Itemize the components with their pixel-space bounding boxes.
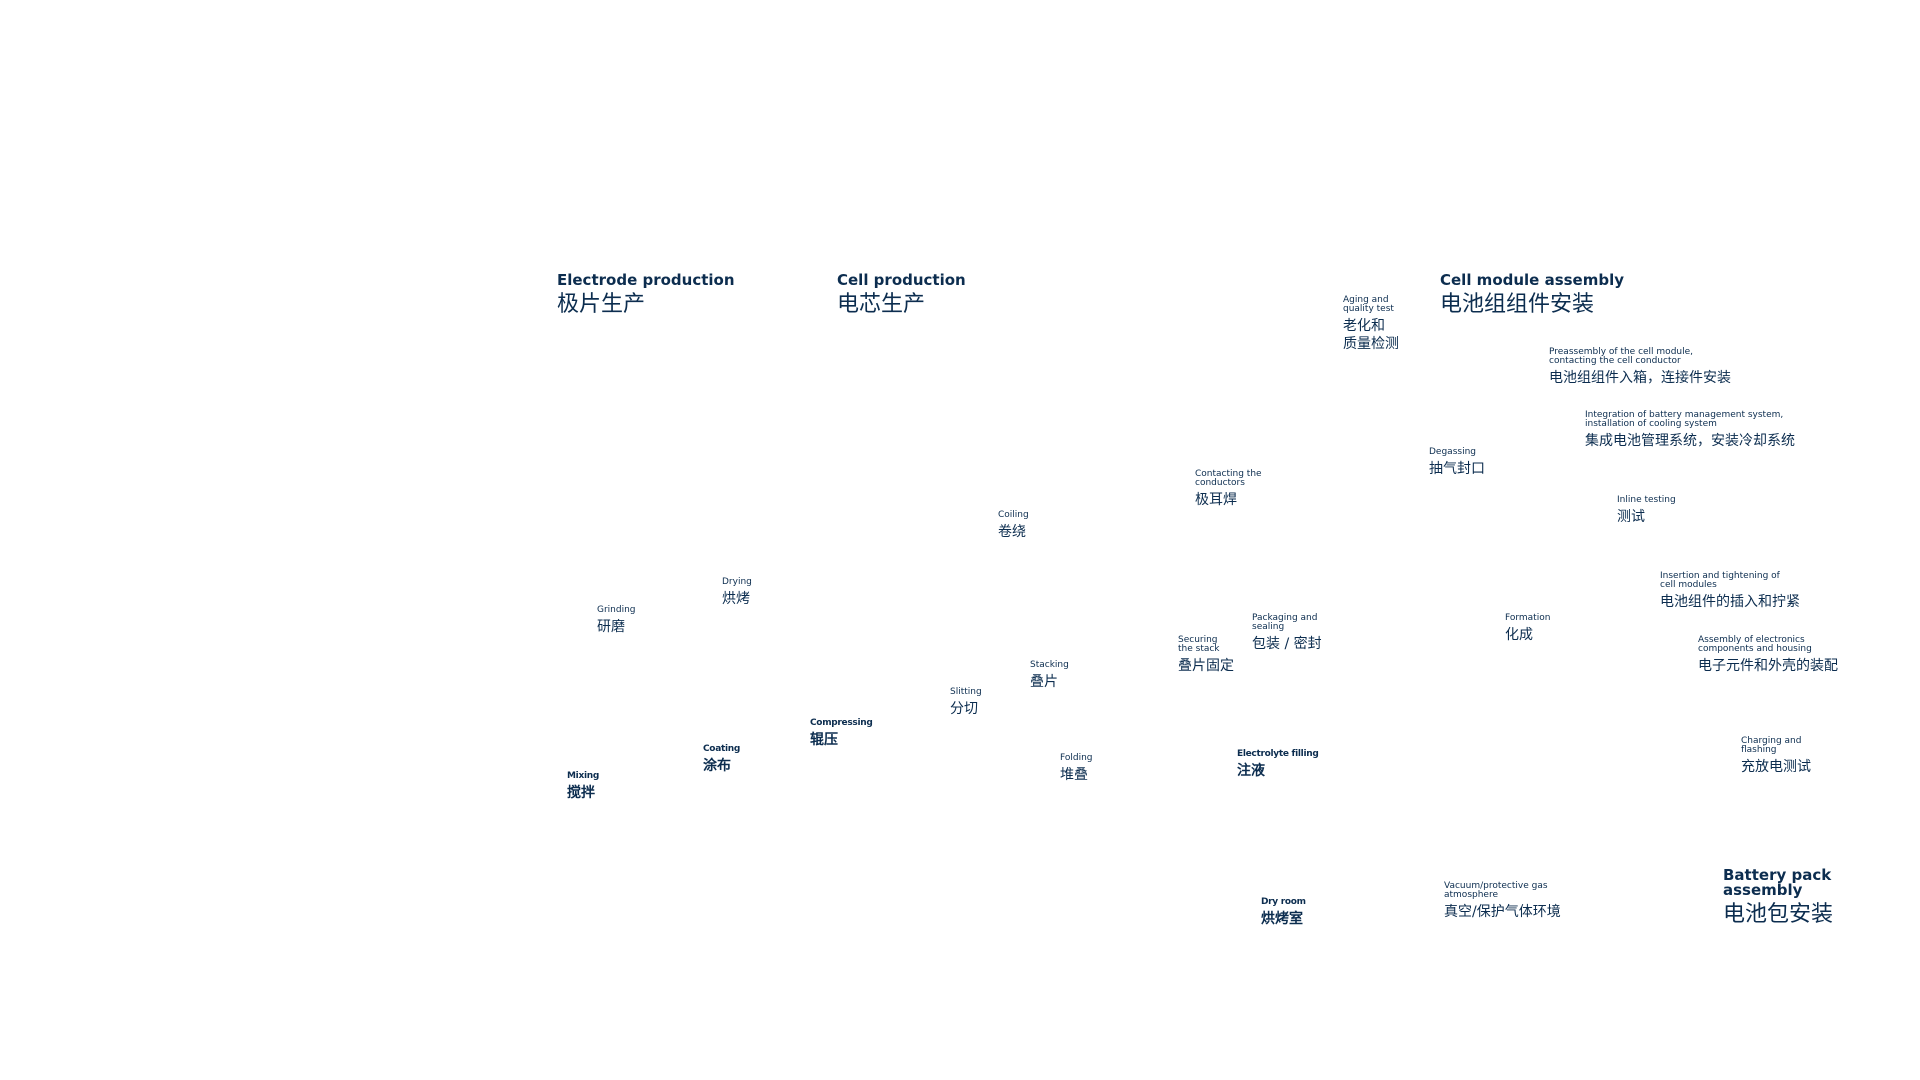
chinese-label: 真空/保护气体环境	[1444, 904, 1561, 920]
english-label: Cell production	[837, 271, 966, 289]
english-label: Packaging and sealing	[1252, 613, 1318, 632]
english-label: Folding	[1060, 753, 1093, 763]
english-label: Electrolyte filling	[1237, 749, 1319, 759]
english-label: Charging and flashing	[1741, 736, 1802, 755]
section-heading: Battery pack assembly 电池包安装	[1723, 868, 1833, 930]
chinese-label: 化成	[1505, 627, 1533, 643]
section-heading: Electrode production 极片生产	[557, 273, 735, 320]
process-step: Grinding 研磨	[597, 606, 636, 636]
english-label: Aging and quality test	[1343, 295, 1394, 314]
chinese-label: 老化和 质量检测	[1343, 318, 1399, 353]
chinese-label: 注液	[1237, 763, 1265, 779]
process-step: Coating 涂布	[703, 745, 740, 775]
chinese-label: 卷绕	[998, 524, 1026, 540]
chinese-label: 烘烤室	[1261, 911, 1303, 927]
process-step: Formation 化成	[1505, 614, 1550, 644]
chinese-label: 抽气封口	[1429, 461, 1485, 477]
english-label: Degassing	[1429, 447, 1476, 457]
section-heading: Cell module assembly 电池组组件安装	[1440, 273, 1624, 320]
english-label: Insertion and tightening of cell modules	[1660, 571, 1780, 590]
english-label: Contacting the conductors	[1195, 469, 1262, 488]
chinese-label: 极片生产	[557, 292, 646, 317]
process-step: Mixing 搅拌	[567, 772, 599, 802]
chinese-label: 包装 / 密封	[1252, 636, 1322, 652]
chinese-label: 电池组组件安装	[1440, 292, 1595, 317]
process-step: Compressing 辊压	[810, 719, 873, 749]
process-step: Folding 堆叠	[1060, 754, 1093, 784]
process-step: Aging and quality test 老化和 质量检测	[1343, 296, 1399, 353]
process-step: Insertion and tightening of cell modules…	[1660, 572, 1800, 611]
english-label: Coating	[703, 744, 740, 754]
process-step: Stacking 叠片	[1030, 661, 1069, 691]
process-step: Inline testing 测试	[1617, 496, 1676, 526]
chinese-label: 叠片	[1030, 674, 1058, 690]
chinese-label: 电池组组件入箱，连接件安装	[1549, 370, 1731, 386]
english-label: Formation	[1505, 613, 1551, 623]
process-step: Coiling 卷绕	[998, 511, 1029, 541]
english-label: Electrode production	[557, 271, 735, 289]
chinese-label: 搅拌	[567, 785, 595, 801]
process-step: Drying 烘烤	[722, 578, 752, 608]
english-label: Cell module assembly	[1440, 271, 1625, 289]
chinese-label: 电芯生产	[837, 292, 926, 317]
process-step: Contacting the conductors 极耳焊	[1195, 470, 1262, 509]
process-step: Electrolyte filling 注液	[1237, 750, 1319, 780]
chinese-label: 分切	[950, 701, 978, 717]
process-step: Packaging and sealing 包装 / 密封	[1252, 614, 1322, 653]
chinese-label: 烘烤	[722, 591, 750, 607]
english-label: Stacking	[1030, 660, 1069, 670]
english-label: Securing the stack	[1178, 635, 1220, 654]
english-label: Mixing	[567, 771, 599, 781]
english-label: Assembly of electronics components and h…	[1698, 635, 1812, 654]
process-step: Degassing 抽气封口	[1429, 448, 1485, 478]
english-label: Vacuum/protective gas atmosphere	[1444, 881, 1548, 900]
english-label: Slitting	[950, 687, 982, 697]
english-label: Inline testing	[1617, 495, 1676, 505]
chinese-label: 极耳焊	[1195, 492, 1237, 508]
chinese-label: 叠片固定	[1178, 658, 1234, 674]
english-label: Preassembly of the cell module, contacti…	[1549, 347, 1694, 366]
chinese-label: 电池组件的插入和拧紧	[1660, 594, 1800, 610]
english-label: Drying	[722, 577, 752, 587]
chinese-label: 堆叠	[1060, 767, 1088, 783]
process-step: Charging and flashing 充放电测试	[1741, 737, 1811, 776]
chinese-label: 研磨	[597, 619, 625, 635]
process-step: Slitting 分切	[950, 688, 982, 718]
section-heading: Cell production 电芯生产	[837, 273, 966, 320]
process-step: Securing the stack 叠片固定	[1178, 636, 1234, 675]
english-label: Grinding	[597, 605, 636, 615]
english-label: Integration of battery management system…	[1585, 410, 1784, 429]
process-step: Assembly of electronics components and h…	[1698, 636, 1838, 675]
process-step: Integration of battery management system…	[1585, 411, 1795, 450]
process-step: Preassembly of the cell module, contacti…	[1549, 348, 1731, 387]
process-step: Dry room 烘烤室	[1261, 898, 1306, 928]
process-step: Vacuum/protective gas atmosphere 真空/保护气体环…	[1444, 882, 1561, 921]
chinese-label: 电池包安装	[1723, 902, 1834, 927]
chinese-label: 集成电池管理系统，安装冷却系统	[1585, 433, 1795, 449]
chinese-label: 电子元件和外壳的装配	[1698, 658, 1838, 674]
english-label: Dry room	[1261, 897, 1306, 907]
chinese-label: 涂布	[703, 758, 731, 774]
chinese-label: 测试	[1617, 509, 1645, 525]
english-label: Battery pack assembly	[1723, 866, 1832, 899]
chinese-label: 辊压	[810, 732, 838, 748]
chinese-label: 充放电测试	[1741, 759, 1811, 775]
english-label: Coiling	[998, 510, 1029, 520]
english-label: Compressing	[810, 718, 873, 728]
